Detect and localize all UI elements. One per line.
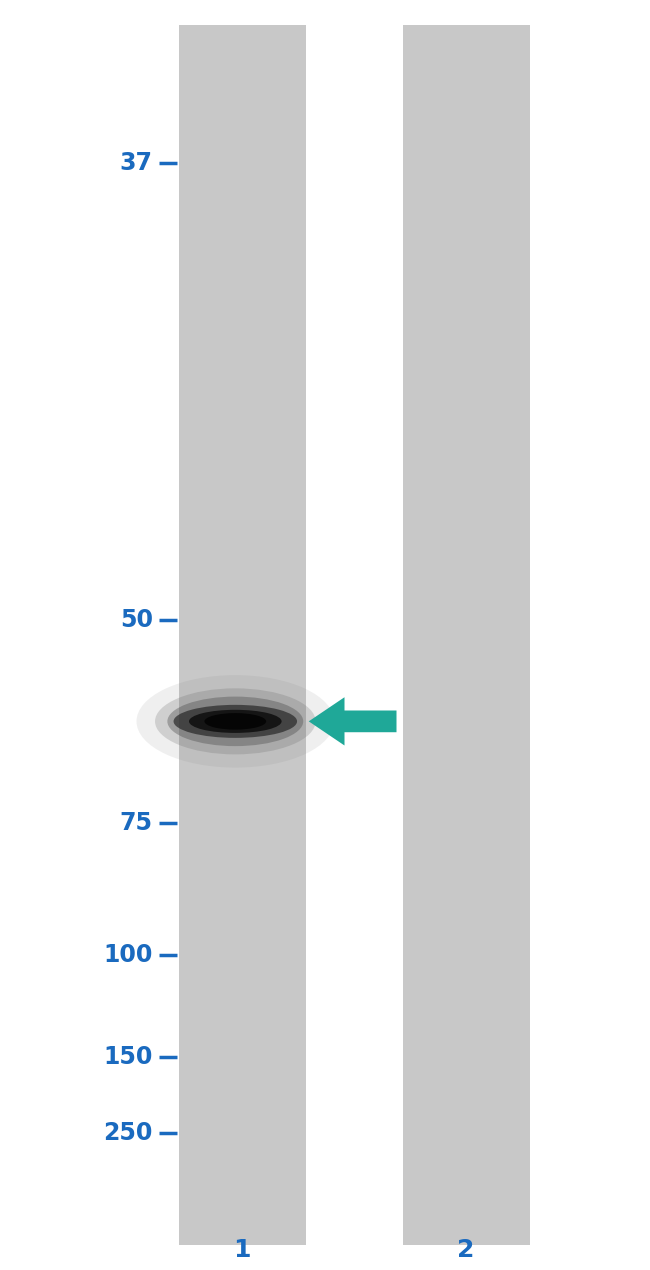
- Ellipse shape: [189, 710, 281, 733]
- Text: 2: 2: [458, 1238, 474, 1262]
- Bar: [179, 25, 306, 1245]
- Bar: [403, 25, 530, 1245]
- Ellipse shape: [174, 705, 297, 738]
- Ellipse shape: [204, 712, 266, 729]
- Text: 75: 75: [120, 812, 153, 834]
- FancyArrow shape: [309, 697, 396, 745]
- Text: 150: 150: [103, 1045, 153, 1068]
- Ellipse shape: [136, 676, 334, 767]
- Text: 37: 37: [120, 151, 153, 174]
- Text: 100: 100: [103, 944, 153, 966]
- Ellipse shape: [155, 688, 316, 754]
- Ellipse shape: [167, 696, 303, 745]
- Text: 250: 250: [103, 1121, 153, 1144]
- Text: 50: 50: [120, 608, 153, 631]
- Text: 1: 1: [233, 1238, 250, 1262]
